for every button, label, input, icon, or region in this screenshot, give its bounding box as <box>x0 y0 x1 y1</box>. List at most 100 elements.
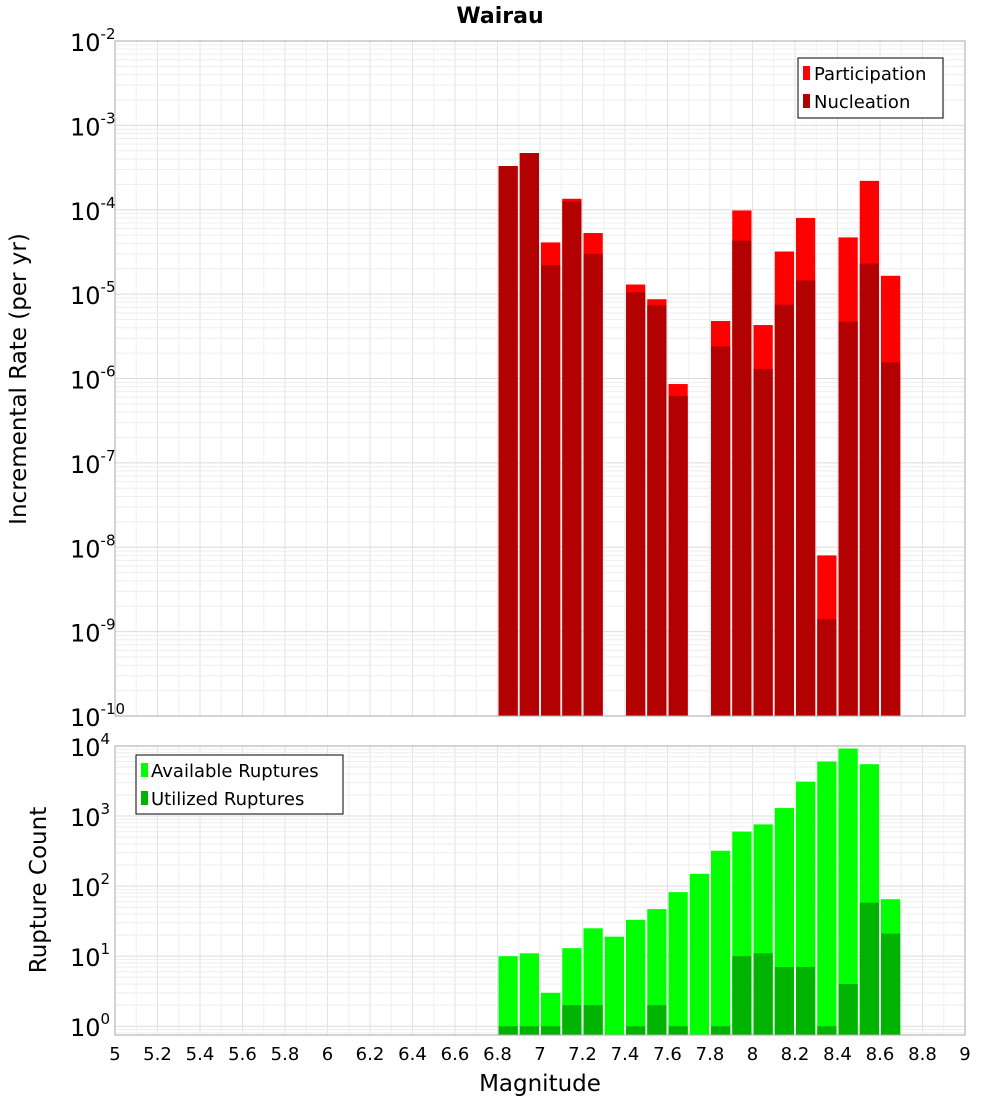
x-tick-label: 6.2 <box>356 1044 385 1065</box>
utilized-ruptures-bar <box>562 1005 582 1035</box>
nucleation-bar <box>583 253 603 716</box>
available-ruptures-bar <box>498 956 518 1035</box>
rate-y-tick-label: 10-6 <box>70 363 116 395</box>
x-tick-label: 5.4 <box>186 1044 215 1065</box>
x-tick-label: 6.6 <box>441 1044 470 1065</box>
rate-y-axis-title: Incremental Rate (per yr) <box>6 233 32 525</box>
nucleation-bar <box>711 346 731 716</box>
nucleation-bar <box>647 305 667 716</box>
utilized-ruptures-bar <box>541 1026 561 1035</box>
nucleation-legend-label: Nucleation <box>814 92 910 113</box>
x-tick-label: 8.2 <box>781 1044 810 1065</box>
utilized-ruptures-bar <box>796 967 816 1035</box>
x-tick-label: 6 <box>322 1044 333 1065</box>
nucleation-bar <box>541 265 561 716</box>
nucleation-bar <box>668 396 688 716</box>
count-panel: 104 103 102 101 100 5 5.2 5.4 5.6 5.8 6 6.2 6.4 6.6 6… <box>26 730 971 1097</box>
x-tick-label: 5 <box>109 1044 120 1065</box>
participation-legend-label: Participation <box>814 64 926 85</box>
nucleation-bar <box>562 201 582 716</box>
available-ruptures-bar <box>689 873 709 1035</box>
nucleation-bar <box>859 263 879 716</box>
nucleation-legend-swatch <box>803 94 810 108</box>
utilized-ruptures-bar <box>838 984 858 1035</box>
rate-y-tick-labels: 10-2 10-3 10-4 10-5 10-6 10-7 10-8 10-9 10-10 <box>70 25 125 732</box>
available-ruptures-legend-swatch <box>141 763 148 777</box>
utilized-ruptures-bar <box>498 1026 518 1035</box>
utilized-ruptures-bar <box>774 967 794 1035</box>
x-tick-label: 7.2 <box>568 1044 597 1065</box>
nucleation-bar <box>732 240 752 716</box>
available-ruptures-legend-label: Available Ruptures <box>151 761 319 782</box>
available-ruptures-bar <box>626 919 646 1035</box>
x-tick-label: 8.8 <box>908 1044 937 1065</box>
count-y-tick-label: 102 <box>70 870 110 902</box>
x-tick-label: 5.2 <box>143 1044 172 1065</box>
available-ruptures-bar <box>647 909 667 1035</box>
rate-y-tick-label: 10-2 <box>70 25 116 57</box>
x-tick-label: 6.4 <box>398 1044 427 1065</box>
rate-y-tick-label: 10-5 <box>70 278 116 310</box>
rate-y-tick-label: 10-3 <box>70 109 116 141</box>
x-tick-label: 8.4 <box>823 1044 852 1065</box>
rate-y-tick-label: 10-7 <box>70 447 116 479</box>
utilized-ruptures-bar <box>753 953 773 1035</box>
utilized-ruptures-bar <box>583 1005 603 1035</box>
rate-legend: Participation Nucleation <box>797 57 944 119</box>
count-y-axis-title: Rupture Count <box>26 807 52 973</box>
nucleation-bar <box>838 321 858 716</box>
nucleation-bar <box>796 280 816 716</box>
count-bars <box>498 748 901 1035</box>
utilized-ruptures-bar <box>881 933 901 1035</box>
x-tick-label: 7.8 <box>696 1044 725 1065</box>
available-ruptures-bar <box>541 992 561 1035</box>
utilized-ruptures-bar <box>732 956 752 1035</box>
rate-y-tick-label: 10-4 <box>70 194 116 226</box>
utilized-ruptures-bar <box>626 1026 646 1035</box>
magnitude-x-tick-labels: 5 5.2 5.4 5.6 5.8 6 6.2 6.4 6.6 6.8 7 7.2 7.4 7.6 7.8 8… <box>109 1044 970 1065</box>
chart-title: Wairau <box>456 4 543 29</box>
x-tick-label: 6.8 <box>483 1044 512 1065</box>
utilized-ruptures-bar <box>859 902 879 1035</box>
nucleation-bar <box>881 362 901 716</box>
nucleation-bar <box>519 153 539 717</box>
count-plot-frame <box>114 745 966 1036</box>
nucleation-bar <box>626 292 646 716</box>
available-ruptures-bar <box>519 953 539 1035</box>
rate-y-tick-label: 10-9 <box>70 616 116 648</box>
rate-panel: 10-2 10-3 10-4 10-5 10-6 10-7 10-8 10-9 10-10 In… <box>6 25 966 732</box>
x-tick-label: 9 <box>959 1044 970 1065</box>
utilized-ruptures-bar <box>647 1005 667 1035</box>
utilized-ruptures-bar <box>668 1026 688 1035</box>
participation-legend-swatch <box>803 66 810 80</box>
utilized-ruptures-legend-swatch <box>141 791 148 805</box>
available-ruptures-bar <box>838 748 858 1035</box>
x-tick-label: 7.4 <box>611 1044 640 1065</box>
count-legend-box <box>135 754 344 815</box>
rate-y-tick-label: 10-10 <box>70 700 125 732</box>
rate-gridlines <box>114 40 966 717</box>
x-tick-label: 8 <box>747 1044 758 1065</box>
available-ruptures-bar <box>668 892 688 1035</box>
nucleation-bar <box>774 304 794 716</box>
count-legend: Available Ruptures Utilized Ruptures <box>135 754 344 815</box>
x-tick-label: 7 <box>534 1044 545 1065</box>
available-ruptures-bar <box>817 761 837 1035</box>
nucleation-bar <box>817 619 837 716</box>
x-tick-label: 7.6 <box>653 1044 682 1065</box>
count-y-tick-labels: 104 103 102 101 100 <box>70 730 110 1042</box>
utilized-ruptures-bar <box>519 1026 539 1035</box>
rate-bars <box>498 153 901 717</box>
available-ruptures-bar <box>604 936 624 1035</box>
nucleation-bar <box>753 368 773 716</box>
x-tick-label: 5.8 <box>271 1044 300 1065</box>
utilized-ruptures-bar <box>817 1026 837 1035</box>
count-y-tick-label: 101 <box>70 940 110 972</box>
x-tick-label: 5.6 <box>228 1044 257 1065</box>
count-y-tick-label: 100 <box>70 1010 110 1042</box>
rate-plot-frame <box>114 40 966 717</box>
rate-y-tick-label: 10-8 <box>70 531 116 563</box>
available-ruptures-bar <box>711 850 731 1035</box>
rate-legend-box <box>797 57 944 119</box>
